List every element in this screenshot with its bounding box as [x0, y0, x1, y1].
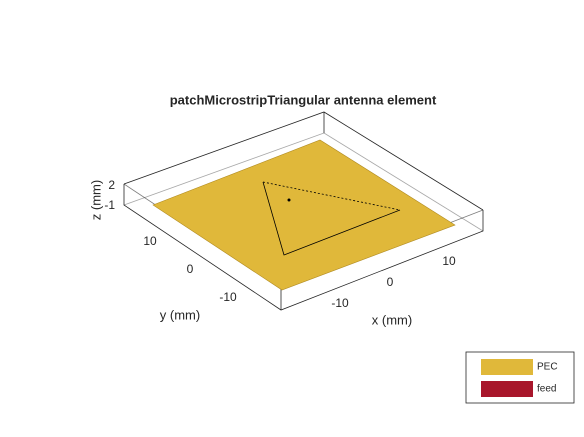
z-tick-label: -1 — [104, 198, 115, 212]
y-tick-label: -10 — [219, 290, 237, 304]
patch-edge — [262, 181, 401, 211]
feed-point — [287, 198, 291, 202]
x-tick-label: 10 — [442, 254, 456, 268]
z-tick-label: 2 — [108, 178, 115, 192]
legend-label: PEC — [537, 362, 558, 373]
x-tick-label: -10 — [331, 296, 349, 310]
title: patchMicrostripTriangular antenna elemen… — [170, 92, 437, 107]
y-tick-label: 0 — [187, 262, 194, 276]
x-label: x (mm) — [372, 312, 412, 327]
ground-plane — [152, 139, 456, 291]
patch-edge — [262, 181, 401, 256]
z-label: z (mm) — [88, 180, 103, 220]
x-tick-label: 0 — [387, 275, 394, 289]
y-label: y (mm) — [160, 307, 200, 322]
legend-swatch — [481, 359, 533, 375]
y-tick-label: 10 — [143, 234, 157, 248]
box-back-low — [123, 132, 325, 206]
legend-swatch — [481, 381, 533, 397]
legend-label: feed — [537, 384, 556, 395]
box-back-low — [323, 132, 484, 232]
